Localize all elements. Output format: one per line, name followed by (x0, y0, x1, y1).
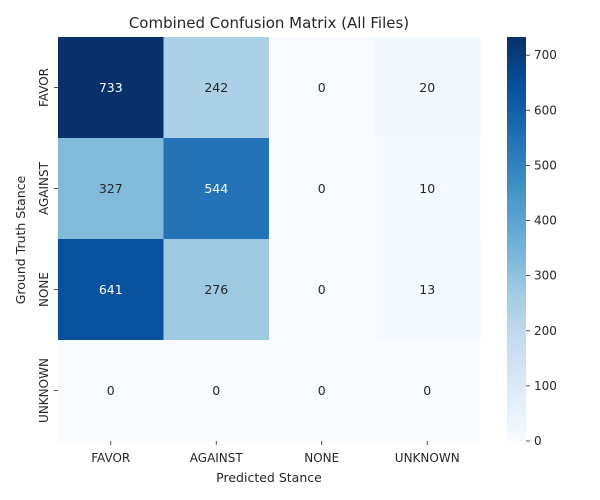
heatmap-cell-favor-against (163, 37, 270, 139)
colorbar-tick-label: 100 (534, 379, 557, 393)
heatmap-cell-none-against (163, 239, 270, 341)
y-tick-label: FAVOR (37, 68, 51, 107)
cell-value-label: 641 (99, 282, 123, 297)
heatmap-cell-unknown-none (269, 340, 375, 442)
heatmap-cell-against-unknown (374, 138, 481, 240)
cell-value-label: 327 (99, 181, 123, 196)
cell-value-label: 0 (318, 383, 326, 398)
x-tick-label: AGAINST (190, 451, 244, 465)
cell-value-label: 0 (212, 383, 220, 398)
colorbar-tick-label: 200 (534, 324, 557, 338)
y-tick-label: NONE (37, 272, 51, 307)
cell-value-label: 0 (318, 181, 326, 196)
cell-value-label: 0 (318, 282, 326, 297)
x-tick-label: NONE (304, 451, 339, 465)
colorbar-tick-label: 400 (534, 214, 557, 228)
heatmap-cell-unknown-against (163, 340, 270, 442)
chart-title: Combined Confusion Matrix (All Files) (129, 14, 409, 32)
colorbar-tick-label: 700 (534, 48, 557, 62)
colorbar-gradient (507, 37, 526, 441)
heatmap-cell-labels: 733 242 0 20 327 544 0 10 641 276 0 13 0 0 0 0 (99, 80, 435, 398)
cell-value-label: 0 (107, 383, 115, 398)
y-tick-label: UNKNOWN (37, 358, 51, 423)
cell-value-label: 733 (99, 80, 123, 95)
cell-value-label: 13 (419, 282, 435, 297)
colorbar: 0 100 200 300 400 500 600 700 (507, 37, 557, 448)
heatmap-cell-unknown-unknown (374, 340, 481, 442)
cell-value-label: 10 (419, 181, 435, 196)
cell-value-label: 276 (204, 282, 228, 297)
heatmap-cell-favor-favor (58, 37, 164, 139)
heatmap-cell-favor-unknown (374, 37, 481, 139)
heatmap-cell-unknown-favor (58, 340, 164, 442)
x-tick-label: UNKNOWN (395, 451, 460, 465)
colorbar-tick-label: 500 (534, 158, 557, 172)
heatmap-cell-against-favor (58, 138, 164, 240)
colorbar-tick-label: 600 (534, 103, 557, 117)
heatmap-cell-against-none (269, 138, 375, 240)
cell-value-label: 0 (423, 383, 431, 398)
heatmap-cell-none-none (269, 239, 375, 341)
heatmap-cell-against-against (163, 138, 270, 240)
cell-value-label: 0 (318, 80, 326, 95)
heatmap-cells (58, 37, 481, 442)
x-tick-label: FAVOR (91, 451, 130, 465)
heatmap-cell-none-unknown (374, 239, 481, 341)
colorbar-tick-label: 0 (534, 434, 542, 448)
colorbar-tick-label: 300 (534, 269, 557, 283)
cell-value-label: 242 (204, 80, 228, 95)
x-axis-ticks: FAVOR AGAINST NONE UNKNOWN (91, 441, 460, 465)
heatmap-cell-none-favor (58, 239, 164, 341)
y-axis-ticks: FAVOR AGAINST NONE UNKNOWN (37, 68, 58, 423)
cell-value-label: 544 (204, 181, 228, 196)
heatmap-cell-favor-none (269, 37, 375, 139)
cell-value-label: 20 (419, 80, 435, 95)
x-axis-label: Predicted Stance (216, 470, 322, 485)
colorbar-ticks: 0 100 200 300 400 500 600 700 (526, 48, 557, 448)
y-tick-label: AGAINST (37, 161, 51, 215)
y-axis-label: Ground Truth Stance (13, 175, 28, 304)
